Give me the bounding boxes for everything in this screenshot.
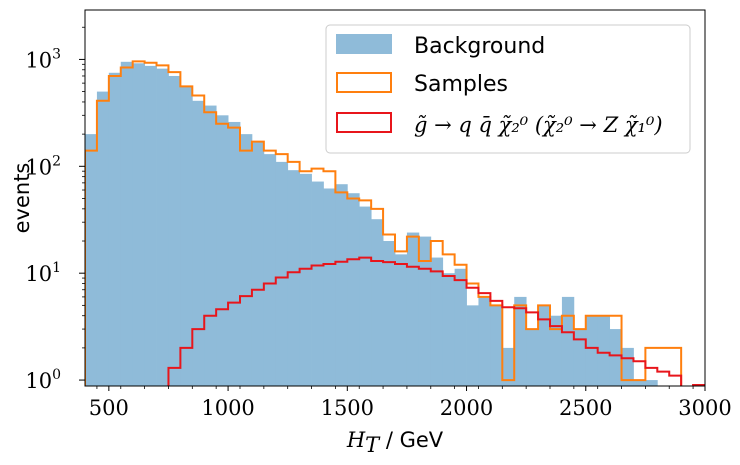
background-bar — [180, 86, 193, 386]
legend-label-signal: g̃ → q q̄ χ̃₂⁰ (χ̃₂⁰ → Z χ̃₁⁰) — [414, 113, 663, 137]
background-bar — [490, 305, 503, 386]
background-bar — [144, 65, 157, 386]
background-bar — [478, 296, 491, 386]
background-bar — [240, 134, 253, 386]
background-bar — [263, 154, 277, 386]
background-bar — [430, 257, 444, 386]
y-tick-label: 102 — [25, 153, 61, 179]
y-tick-label: 101 — [25, 260, 61, 286]
background-bar — [609, 329, 622, 386]
background-bar — [335, 184, 348, 386]
legend-label-background: Background — [414, 34, 545, 59]
background-bar — [561, 296, 575, 386]
background-bar — [466, 305, 479, 386]
background-bar — [526, 329, 539, 386]
background-bar — [514, 296, 527, 386]
step-lines — [85, 60, 705, 386]
x-tick-label: 2000 — [440, 396, 493, 420]
background-bar — [168, 75, 181, 386]
x-tick-label: 2500 — [559, 396, 612, 420]
background-bar — [108, 72, 122, 386]
x-axis-label: HT / GeV — [346, 428, 444, 457]
background-bar — [550, 315, 563, 386]
background-bar — [275, 161, 289, 386]
samples-step-line — [85, 60, 683, 386]
background-bar — [204, 105, 217, 386]
background-bar — [228, 121, 241, 386]
y-tick-label: 100 — [25, 367, 61, 393]
background-bar — [538, 305, 551, 386]
background-bar — [323, 188, 336, 386]
plot-frame — [84, 9, 706, 387]
background-bar — [85, 134, 98, 386]
background-bar — [96, 91, 110, 386]
legend-box — [325, 24, 691, 154]
legend-label-samples: Samples — [414, 72, 508, 97]
y-axis: 100 101 102 103 — [25, 26, 85, 393]
background-bar — [216, 115, 229, 386]
background-bar — [454, 268, 467, 386]
background-bar — [371, 219, 384, 386]
background-bar — [395, 254, 408, 386]
background-bar — [585, 315, 599, 386]
legend-swatch-samples — [336, 72, 392, 93]
plot-area — [84, 9, 706, 387]
background-bar — [359, 206, 372, 386]
background-bar — [251, 141, 265, 386]
legend-swatch-background — [336, 34, 392, 54]
background-bar — [120, 61, 134, 386]
legend: Background Samples g̃ → q q̄ χ̃₂⁰ (χ̃₂⁰ … — [325, 24, 691, 154]
y-axis-label: events — [10, 163, 34, 234]
background-bar — [573, 329, 587, 386]
background-bar — [347, 193, 360, 386]
background-bar — [418, 236, 432, 386]
background-bar — [633, 380, 646, 386]
background-bar — [645, 380, 658, 386]
background-bar — [299, 173, 312, 386]
signal-step-line — [167, 256, 705, 386]
background-bar — [156, 68, 169, 386]
background-bar — [192, 100, 205, 386]
x-tick-label: 500 — [89, 396, 129, 420]
background-bar — [502, 347, 515, 386]
background-bar — [597, 315, 611, 386]
x-tick-label: 1000 — [201, 396, 254, 420]
background-bar — [383, 241, 396, 386]
background-bar — [442, 273, 456, 386]
x-tick-label: 3000 — [678, 396, 731, 420]
background-bar — [406, 232, 420, 386]
x-axis: 500 1000 1500 2000 2500 3000 — [89, 386, 732, 420]
background-bar — [132, 63, 146, 386]
y-tick-label: 103 — [25, 46, 61, 72]
legend-swatch-signal — [336, 112, 392, 133]
background-bar — [287, 170, 301, 386]
x-tick-label: 1500 — [321, 396, 374, 420]
background-bar — [311, 181, 324, 386]
background-bar — [621, 347, 634, 386]
background-bars — [85, 61, 658, 386]
